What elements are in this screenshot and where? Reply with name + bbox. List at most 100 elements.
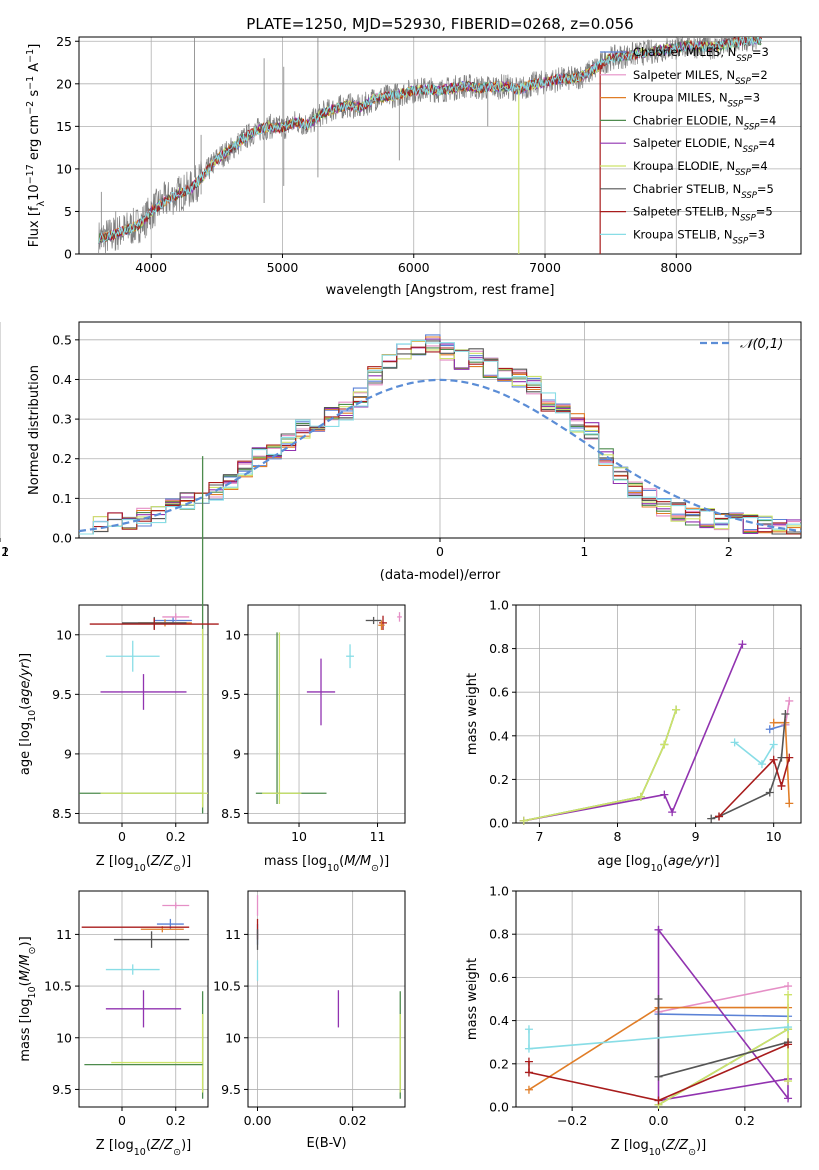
y-tick-label: 10 xyxy=(56,627,72,642)
y-tick-label: 8.5 xyxy=(52,806,72,821)
weight-point-marker xyxy=(524,1025,533,1034)
x-tick-label: 10 xyxy=(291,829,307,844)
weight-point-marker xyxy=(769,755,778,764)
label-part: )] xyxy=(709,854,719,869)
label-part: Z/Z xyxy=(150,854,174,869)
y-tick-label: 10 xyxy=(56,1030,72,1045)
legend-text-part: Kroupa ELODIE, N xyxy=(633,159,735,173)
legend-text-part: =3 xyxy=(752,45,769,59)
x-axis-label: E(B-V) xyxy=(306,1136,346,1151)
x-tick-label: −1 xyxy=(0,544,9,559)
legend-text-part: =4 xyxy=(758,136,775,150)
label-part: )] xyxy=(379,854,389,869)
weight-point-marker xyxy=(777,753,786,762)
weight-point-marker xyxy=(654,1072,663,1081)
label-part: mass [log xyxy=(18,998,33,1061)
label-part: M/M xyxy=(18,954,33,981)
x-axis-label: Z [log10(Z/Z⊙)] xyxy=(96,1138,191,1158)
label-part: ⊙ xyxy=(688,1147,696,1158)
weight-series-line xyxy=(718,757,791,818)
label-part: 10 xyxy=(651,863,663,874)
label-part: −1 xyxy=(25,49,36,63)
weight-point-marker xyxy=(524,1057,533,1066)
y-tick-label: 9.5 xyxy=(221,687,241,702)
legend-text-part: Chabrier ELODIE, N xyxy=(633,113,744,127)
label-part: ⊙ xyxy=(371,863,379,874)
y-tick-label: 0.6 xyxy=(489,970,509,985)
x-tick-label: −2 xyxy=(0,544,9,559)
y-tick-label: 0.2 xyxy=(52,451,72,466)
label-part: s xyxy=(27,90,42,101)
weight-point-marker xyxy=(524,1085,533,1094)
y-tick-label: 10 xyxy=(56,161,72,176)
y-tick-label: 0.8 xyxy=(489,641,509,656)
x-tick-label: 1 xyxy=(580,544,588,559)
label-part: age [log xyxy=(18,722,33,775)
weight-point-marker xyxy=(784,990,793,999)
label-part: −2 xyxy=(25,101,36,115)
axes-frame xyxy=(78,321,802,539)
y-tick-label: 5 xyxy=(64,204,72,219)
x-axis-label: mass [log10(M/M⊙)] xyxy=(264,854,389,874)
y-tick-label: 11 xyxy=(225,927,241,942)
legend-text-part: SSP xyxy=(743,145,759,155)
x-axis-label: age [log10(age/yr)] xyxy=(597,854,719,874)
label-part: λ xyxy=(36,200,47,206)
weight-series-line xyxy=(657,999,789,1078)
x-tick-label: 5000 xyxy=(267,260,299,275)
label-part: ( xyxy=(18,705,33,710)
x-axis-label: wavelength [Angstrom, rest frame] xyxy=(326,283,555,298)
y-tick-label: 9.5 xyxy=(52,687,72,702)
y-tick-label: 0.1 xyxy=(52,491,72,506)
y-tick-label: 0.0 xyxy=(52,531,72,546)
label-part: ( xyxy=(146,1138,151,1153)
label-part: )] xyxy=(181,854,191,869)
weight-point-marker xyxy=(784,1077,793,1086)
x-axis-label: Z [log10(Z/Z⊙)] xyxy=(611,1138,706,1158)
y-tick-label: 0.8 xyxy=(489,927,509,942)
weight-point-marker xyxy=(654,995,663,1003)
label-part: 10 xyxy=(134,1147,146,1158)
axes-frame xyxy=(78,890,209,1108)
y-tick-label: 1.0 xyxy=(489,884,509,899)
y-tick-label: 0.0 xyxy=(489,816,509,831)
weight-series-line xyxy=(658,994,789,1106)
panel-residuals: −2−1 0 1 2 0.0 0.1 0.2 0.3 0.4 0.5 𝒩(0,1) (data-mod… xyxy=(0,321,802,583)
legend-text-part: SSP xyxy=(744,122,760,132)
y-tick-label: 10 xyxy=(225,627,241,642)
label-part: ( xyxy=(661,1138,666,1153)
x-tick-label: 0.0 xyxy=(649,1113,669,1128)
legend-text-part: Salpeter ELODIE, N xyxy=(633,136,743,150)
weight-series-line xyxy=(523,709,677,822)
histogram-step-line xyxy=(79,339,801,535)
y-tick-label: 0.3 xyxy=(52,412,72,427)
label-part: ⊙ xyxy=(173,1147,181,1158)
legend-text-part: =3 xyxy=(743,91,760,105)
x-axis-label: (data-model)/error xyxy=(380,568,501,583)
weight-point-marker xyxy=(785,753,794,762)
label-part: −1 xyxy=(25,76,36,90)
y-tick-label: 9 xyxy=(64,746,72,761)
label-part: −17 xyxy=(25,164,36,184)
y-tick-label: 0.2 xyxy=(489,1056,509,1071)
legend-text-part: =2 xyxy=(751,68,768,82)
x-tick-label: 0 xyxy=(436,544,444,559)
legend-text-part: Kroupa STELIB, N xyxy=(633,227,733,241)
legend-text-part: =4 xyxy=(759,113,776,127)
y-tick-label: 9 xyxy=(233,746,241,761)
x-tick-label: 9 xyxy=(692,829,700,844)
x-tick-label: 0 xyxy=(118,1113,126,1128)
y-axis-label: age [log10(age/yr)] xyxy=(18,653,38,775)
label-part: ] xyxy=(27,44,42,49)
legend-entry: 𝒩(0,1) xyxy=(740,337,783,352)
legend-entry: Salpeter STELIB, NSSP=5 xyxy=(633,205,773,224)
label-part: )] xyxy=(696,1138,706,1153)
legend-text-part: =5 xyxy=(757,182,774,196)
x-tick-label: 2 xyxy=(725,544,733,559)
y-tick-label: 0 xyxy=(64,247,72,262)
label-part: )] xyxy=(18,936,33,946)
label-part: ⊙ xyxy=(27,947,38,955)
weight-point-marker xyxy=(730,738,739,747)
